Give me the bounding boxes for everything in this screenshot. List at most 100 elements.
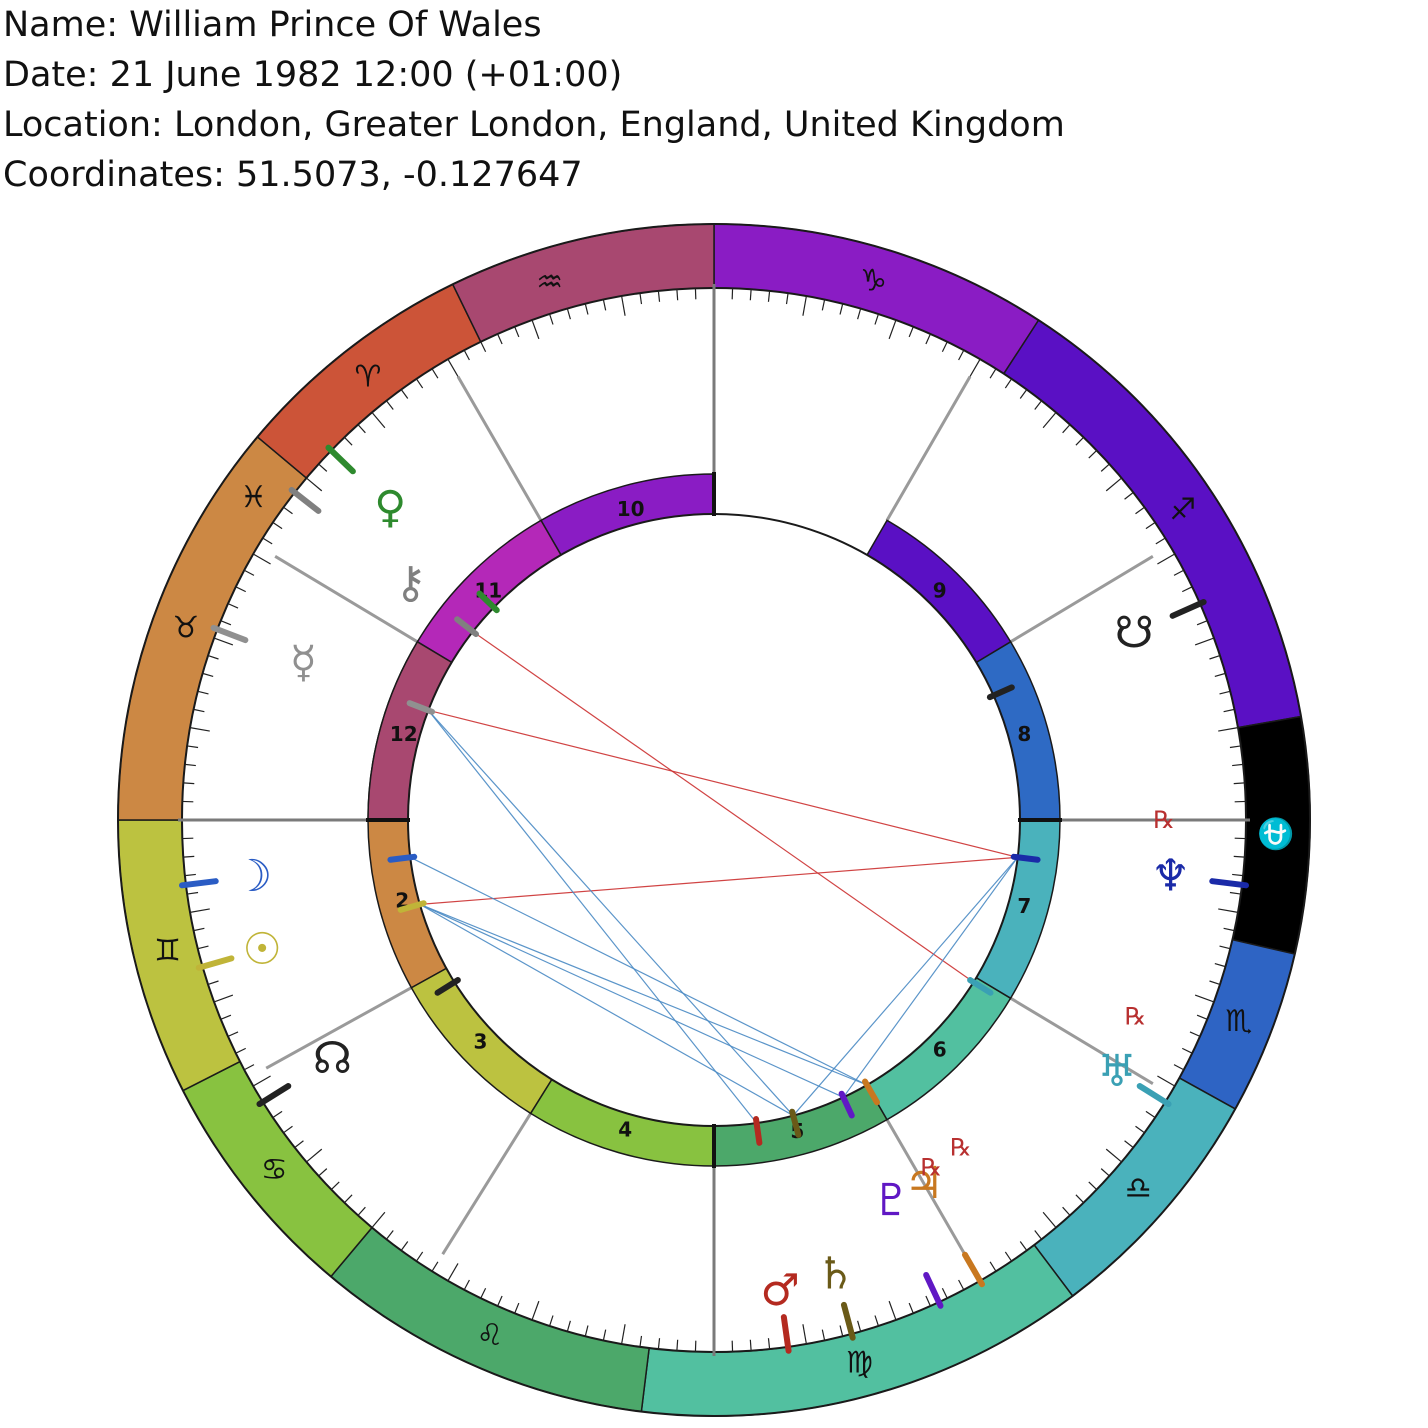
zodiac-label-libra: ♎ [1125,1171,1152,1206]
degree-tick [252,1075,271,1087]
degree-tick [1196,620,1208,626]
planet-zodiac-marker-mercury [210,624,249,644]
planet-zodiac-marker-uranus [1136,1083,1172,1108]
degree-tick [357,424,366,434]
house-cusp-line [456,375,543,522]
degree-tick [184,873,196,877]
degree-tick [1229,891,1241,895]
degree-tick [857,1320,862,1332]
degree-tick [213,637,234,646]
degree-tick [1182,586,1193,593]
sun-icon: ☉ [242,924,281,975]
degree-tick [785,293,789,305]
degree-tick [416,1251,424,1262]
degree-tick [1189,1031,1201,1037]
degree-tick [184,763,196,767]
degree-tick [197,690,209,695]
degree-tick [602,1329,607,1341]
planet-marker-pluto [838,1090,855,1119]
degree-tick [657,1338,661,1350]
degree-tick [1223,927,1235,932]
degree-tick [802,1324,807,1345]
degree-tick [908,1302,914,1314]
degree-tick [1219,945,1231,950]
house-number-12: 12 [390,722,418,746]
degree-tick [1019,389,1028,399]
degree-tick [262,537,273,545]
degree-tick [888,1300,897,1321]
degree-tick [584,1325,589,1337]
degree-tick [821,299,826,311]
degree-tick [463,1279,470,1291]
degree-tick [1100,463,1110,472]
degree-tick [1223,708,1235,713]
degree-tick [1209,980,1221,985]
degree-tick [1232,873,1244,877]
degree-tick [514,326,520,338]
name-line: Name: William Prince Of Wales [3,5,542,45]
degree-tick [925,333,931,345]
planet-marker-sun [397,900,427,913]
degree-tick [531,1300,540,1321]
degree-tick [1214,963,1226,968]
planet-zodiac-marker-venus [325,444,356,475]
location-line: Location: London, Greater London, Englan… [3,105,1065,145]
aspect-line [428,709,1018,858]
planet-marker-venus [476,590,500,614]
planet-zodiac-marker-north-node [256,1083,292,1108]
degree-tick [639,1335,643,1347]
degree-tick [480,341,487,352]
house-cusp-line [274,555,419,644]
moon-icon: ☽ [233,851,272,902]
house-number-4: 4 [618,1118,632,1142]
house-cusp-line [1009,555,1154,644]
degree-tick [400,1241,409,1251]
degree-tick [925,1295,931,1307]
planet-marker-mars [753,1116,763,1146]
degree-tick [1155,537,1166,545]
degree-tick [463,349,470,361]
degree-tick [531,319,540,340]
degree-tick [888,319,897,340]
zodiac-label-ophiuchus: ⛎ [1257,816,1294,852]
venus-icon: ♀ [374,482,406,533]
degree-tick [1173,569,1185,576]
coordinates-line: Coordinates: 51.5073, -0.127647 [3,155,583,195]
degree-tick [497,333,503,345]
degree-tick [235,586,246,593]
aspect-line [427,709,758,1124]
degree-tick [306,477,323,492]
planet-zodiac-marker-pluto [923,1271,944,1309]
planet-marker-chiron [454,616,480,638]
degree-tick [187,891,199,895]
degree-tick [227,603,239,609]
house-number-7: 7 [1017,894,1031,918]
degree-tick [187,745,199,749]
jupiter-icon: ♃ [904,1158,943,1209]
degree-tick [602,299,607,311]
degree-tick [1135,506,1145,515]
mercury-icon: ☿ [290,637,317,688]
degree-tick [385,400,394,410]
degree-tick [857,308,862,320]
degree-tick [767,290,771,302]
house-number-6: 6 [933,1038,947,1062]
planet-marker-north-node [434,977,461,996]
jupiter-retrograde-label: ℞ [950,1133,972,1161]
degree-tick [235,1047,246,1054]
degree-tick [802,295,807,316]
planet-zodiac-marker-jupiter [962,1251,985,1288]
degree-tick [272,1110,283,1118]
house-number-10: 10 [617,497,645,521]
degree-tick [306,1148,323,1163]
degree-tick [1034,1230,1043,1240]
degree-tick [1173,1064,1185,1071]
degree-tick [749,1339,752,1351]
degree-tick [283,506,293,515]
degree-tick [1182,1047,1193,1054]
zodiac-label-scorpio: ♏ [1225,1004,1252,1039]
degree-tick [989,1261,997,1272]
degree-tick [1105,1148,1122,1163]
degree-tick [1004,378,1012,389]
degree-tick [371,1211,386,1228]
